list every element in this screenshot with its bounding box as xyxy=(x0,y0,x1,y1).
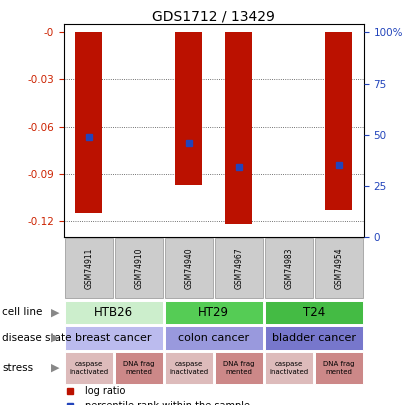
Bar xyxy=(265,352,313,384)
Bar xyxy=(265,301,363,324)
Bar xyxy=(165,301,263,324)
Text: ▶: ▶ xyxy=(51,363,60,373)
Text: percentile rank within the sample: percentile rank within the sample xyxy=(85,401,250,405)
Bar xyxy=(175,32,203,185)
Text: breast cancer: breast cancer xyxy=(76,333,152,343)
Bar xyxy=(165,238,213,298)
Bar xyxy=(315,238,363,298)
Text: GSM74910: GSM74910 xyxy=(134,247,143,289)
Text: ▶: ▶ xyxy=(51,333,60,343)
Text: T24: T24 xyxy=(302,306,325,319)
Bar xyxy=(215,352,263,384)
Text: GSM74967: GSM74967 xyxy=(234,247,243,289)
Text: cell line: cell line xyxy=(2,307,42,318)
Bar xyxy=(165,352,213,384)
Text: HT29: HT29 xyxy=(198,306,229,319)
Bar xyxy=(165,326,263,350)
Bar xyxy=(65,326,163,350)
Text: DNA frag
mented: DNA frag mented xyxy=(223,361,254,375)
Bar xyxy=(315,352,363,384)
Text: colon cancer: colon cancer xyxy=(178,333,249,343)
Text: GSM74940: GSM74940 xyxy=(184,247,193,289)
Text: DNA frag
mented: DNA frag mented xyxy=(123,361,155,375)
Text: stress: stress xyxy=(2,363,33,373)
Bar xyxy=(65,352,113,384)
Bar xyxy=(115,352,163,384)
Text: caspase
inactivated: caspase inactivated xyxy=(69,361,108,375)
Text: caspase
inactivated: caspase inactivated xyxy=(169,361,208,375)
Title: GDS1712 / 13429: GDS1712 / 13429 xyxy=(152,9,275,23)
Text: GSM74954: GSM74954 xyxy=(334,247,343,289)
Text: caspase
inactivated: caspase inactivated xyxy=(269,361,308,375)
Bar xyxy=(115,238,163,298)
Text: GSM74911: GSM74911 xyxy=(84,247,93,289)
Text: log ratio: log ratio xyxy=(85,386,125,396)
Bar xyxy=(325,32,353,210)
Text: GSM74983: GSM74983 xyxy=(284,247,293,289)
Text: DNA frag
mented: DNA frag mented xyxy=(323,361,354,375)
Bar xyxy=(75,32,102,213)
Text: ▶: ▶ xyxy=(51,307,60,318)
Bar xyxy=(225,32,252,224)
Bar xyxy=(65,301,163,324)
Bar xyxy=(65,238,113,298)
Bar xyxy=(215,238,263,298)
Bar xyxy=(265,326,363,350)
Text: HTB26: HTB26 xyxy=(94,306,133,319)
Text: bladder cancer: bladder cancer xyxy=(272,333,356,343)
Bar xyxy=(265,238,313,298)
Text: disease state: disease state xyxy=(2,333,72,343)
